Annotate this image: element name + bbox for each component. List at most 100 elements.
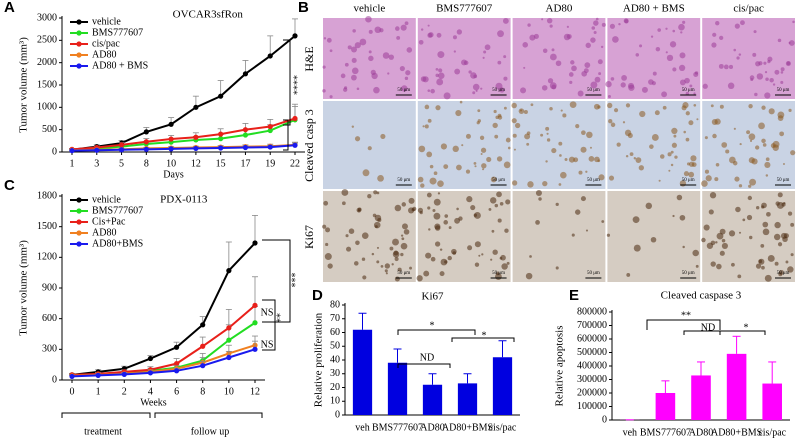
cell bbox=[787, 266, 794, 273]
cell bbox=[649, 144, 654, 149]
cell bbox=[758, 122, 765, 130]
cell bbox=[454, 68, 461, 75]
scale-bar-label: 50 μm bbox=[492, 178, 505, 183]
scale-bar-label: 50 μm bbox=[777, 178, 790, 183]
scale-bar-label: 50 μm bbox=[587, 178, 600, 183]
cell bbox=[433, 198, 441, 206]
cell bbox=[447, 255, 452, 261]
cell bbox=[480, 152, 483, 156]
y-tick-label: 60 bbox=[330, 327, 340, 338]
cell bbox=[678, 64, 686, 72]
cell bbox=[547, 78, 554, 84]
cell bbox=[710, 240, 716, 246]
cell bbox=[618, 22, 621, 26]
legend-label: BMS777607 bbox=[92, 27, 143, 38]
cell bbox=[504, 228, 509, 233]
bracket bbox=[719, 330, 766, 335]
cell bbox=[740, 20, 745, 26]
y-tick-label: 2000 bbox=[37, 57, 57, 68]
x-tick-label: AD80 bbox=[420, 422, 444, 433]
cell bbox=[658, 179, 661, 182]
cell bbox=[351, 74, 357, 81]
cell bbox=[329, 49, 333, 53]
cell bbox=[385, 272, 388, 275]
cell bbox=[756, 73, 764, 80]
cell bbox=[785, 60, 791, 67]
cell bbox=[418, 145, 426, 153]
x-tick-label: BMS777607 bbox=[372, 422, 423, 433]
cell bbox=[545, 160, 548, 163]
cell bbox=[325, 227, 331, 233]
cell bbox=[422, 125, 425, 128]
cell bbox=[672, 29, 676, 33]
cell bbox=[365, 15, 372, 23]
cell bbox=[535, 220, 540, 225]
cell bbox=[424, 124, 429, 129]
legend-label: AD80 bbox=[92, 227, 116, 238]
cell bbox=[569, 101, 577, 109]
cell bbox=[674, 155, 678, 159]
cell bbox=[426, 192, 432, 198]
cell bbox=[685, 91, 690, 96]
cell bbox=[568, 72, 574, 77]
data-point bbox=[267, 144, 273, 150]
cell bbox=[329, 95, 333, 99]
series-line bbox=[71, 242, 256, 376]
data-point bbox=[147, 355, 154, 362]
cell bbox=[401, 237, 405, 241]
cell bbox=[610, 77, 615, 81]
cell bbox=[590, 37, 596, 43]
cell bbox=[473, 161, 477, 165]
data-point bbox=[121, 371, 127, 377]
cell bbox=[702, 83, 708, 89]
cell bbox=[682, 245, 685, 249]
y-axis-label: Relative proliferation bbox=[313, 312, 325, 407]
cell bbox=[670, 163, 674, 167]
scale-bar-label: 50 μm bbox=[587, 271, 600, 276]
cell bbox=[435, 67, 439, 71]
cell bbox=[689, 84, 693, 88]
scale-bar-label: 50 μm bbox=[777, 88, 790, 93]
cell bbox=[628, 84, 635, 91]
data-point bbox=[200, 322, 206, 328]
cell bbox=[478, 254, 481, 257]
cell bbox=[452, 35, 457, 40]
column-header: AD80 + BMS bbox=[623, 3, 685, 15]
micrograph bbox=[702, 18, 795, 99]
annotation: follow up bbox=[191, 426, 230, 437]
cell bbox=[560, 171, 567, 179]
cell bbox=[347, 45, 352, 50]
cell bbox=[354, 42, 361, 49]
scale-bar-label: 50 μm bbox=[492, 88, 505, 93]
data-point bbox=[118, 147, 125, 153]
cell bbox=[721, 142, 728, 148]
cell bbox=[486, 156, 492, 163]
cell bbox=[352, 29, 356, 33]
cell bbox=[779, 131, 785, 137]
cell bbox=[679, 214, 686, 221]
cell bbox=[463, 60, 469, 66]
cell bbox=[429, 164, 434, 169]
cell bbox=[777, 192, 783, 198]
cell bbox=[772, 83, 776, 86]
data-point bbox=[143, 139, 149, 145]
cell bbox=[351, 57, 357, 64]
cell bbox=[448, 226, 452, 230]
cell bbox=[777, 242, 783, 247]
data-point bbox=[242, 127, 249, 133]
cell bbox=[633, 157, 637, 160]
cell bbox=[690, 155, 697, 162]
cell bbox=[341, 201, 346, 206]
bar bbox=[492, 357, 513, 415]
cell bbox=[765, 77, 769, 81]
cell bbox=[633, 244, 641, 252]
scale-bar-label: 50 μm bbox=[682, 271, 695, 276]
cell bbox=[749, 139, 753, 142]
cell bbox=[387, 72, 390, 75]
y-tick-label: 1500 bbox=[37, 79, 57, 90]
data-point bbox=[242, 132, 249, 138]
cell bbox=[746, 130, 751, 135]
cell bbox=[593, 20, 599, 26]
data-point bbox=[168, 121, 174, 127]
